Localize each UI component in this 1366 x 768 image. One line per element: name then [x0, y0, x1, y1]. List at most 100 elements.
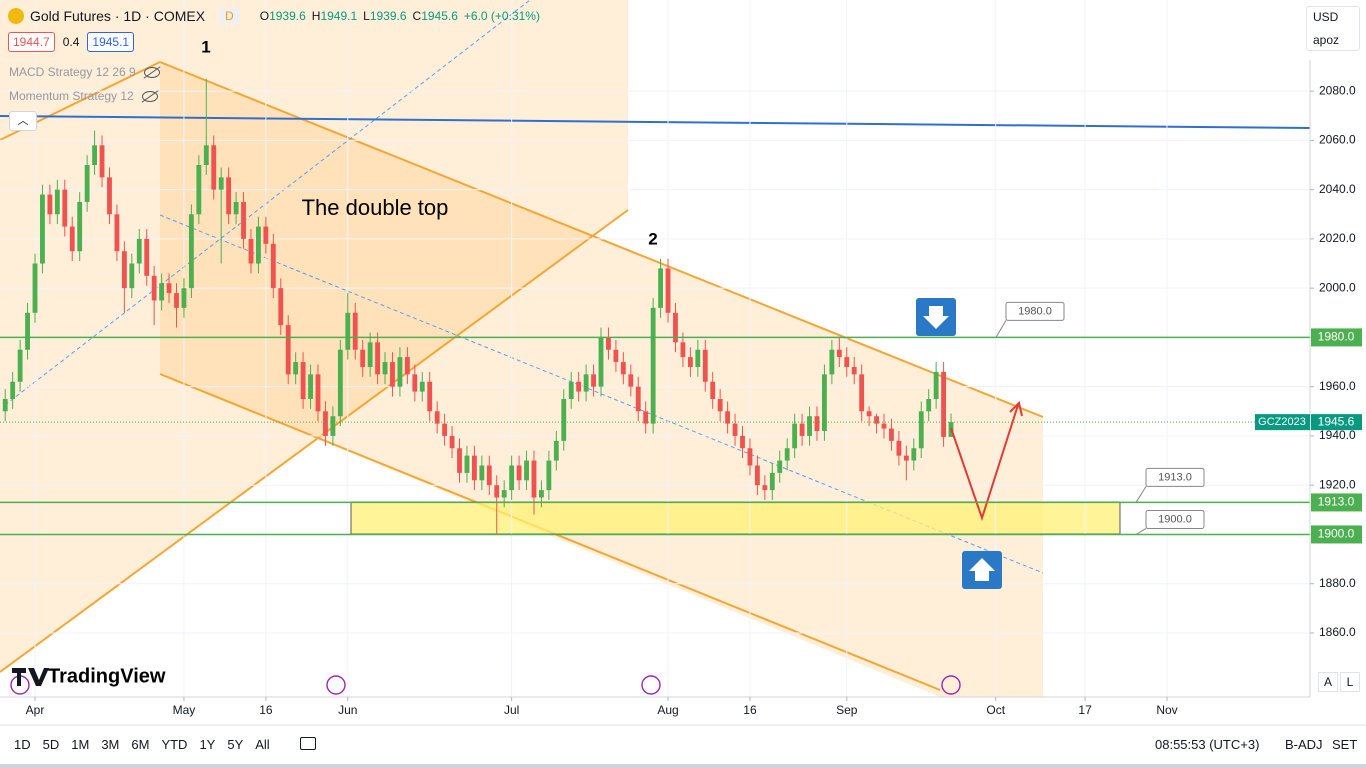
- candle-body: [352, 312, 358, 350]
- candle-body: [561, 398, 567, 441]
- candle-body: [54, 189, 60, 215]
- price-badge: [1311, 414, 1362, 431]
- bid[interactable]: 1944.7: [8, 32, 55, 52]
- timeframe[interactable]: 3M: [101, 737, 120, 752]
- candle-body: [397, 357, 403, 387]
- timeframes: 1D 5D 1M 3M 6M YTD 1Y 5Y All: [14, 737, 316, 752]
- account[interactable]: apoz: [1313, 33, 1340, 47]
- candle-body: [188, 214, 194, 289]
- header: Gold Futures · 1D · COMEX D O1939.6 H194…: [8, 8, 540, 24]
- candle-body: [107, 177, 112, 215]
- change: +6.0 (+0.31%): [463, 9, 540, 23]
- callout-label: 1980.0: [1018, 305, 1052, 317]
- down-arrow: [923, 306, 949, 329]
- callout-pointer: [1135, 486, 1147, 503]
- candle-body: [539, 490, 544, 498]
- level-badge-label: 1980.0: [1318, 330, 1355, 344]
- candle-body: [903, 455, 909, 461]
- scale-button[interactable]: A: [1318, 672, 1338, 692]
- timeframe[interactable]: 1D: [14, 737, 31, 752]
- candle-body: [568, 381, 574, 399]
- ohlc-item: C1945.6: [413, 9, 458, 23]
- indicator-name: MACD Strategy 12 26 9: [9, 65, 136, 79]
- data-badge[interactable]: D: [219, 8, 240, 24]
- candle-body: [643, 411, 649, 424]
- timeframe[interactable]: 6M: [131, 737, 150, 752]
- candle-body: [658, 268, 664, 308]
- collapse-button[interactable]: ︿: [9, 111, 37, 131]
- candle-body: [40, 194, 45, 264]
- candle-body: [32, 263, 38, 313]
- timeframe[interactable]: 5D: [42, 737, 60, 752]
- hide-icon[interactable]: [143, 66, 160, 78]
- session[interactable]: SET: [1332, 737, 1358, 752]
- candle-body: [308, 374, 313, 399]
- ask[interactable]: 1945.1: [87, 32, 135, 52]
- x-tick-label: Apr: [26, 703, 45, 717]
- candle-body: [717, 398, 723, 412]
- currency[interactable]: USD: [1313, 10, 1339, 24]
- candle-body: [129, 263, 135, 289]
- candle-body: [695, 349, 701, 367]
- timeframe[interactable]: 1M: [71, 737, 90, 752]
- y-tick-label: 2040.0: [1319, 182, 1356, 196]
- dashed-line: [4, 0, 531, 406]
- candle-body: [591, 374, 596, 387]
- candle-body: [427, 381, 433, 412]
- clock[interactable]: 08:55:53 (UTC+3): [1155, 737, 1260, 752]
- candle-body: [419, 381, 425, 392]
- candle-body: [293, 362, 299, 375]
- scale-button[interactable]: L: [1340, 672, 1360, 692]
- candle-body: [479, 465, 485, 481]
- timeframe[interactable]: 5Y: [227, 737, 244, 752]
- candle-body: [315, 374, 321, 412]
- candle-body: [77, 201, 83, 252]
- event-icon[interactable]: [641, 675, 661, 695]
- currency-panel: USD apoz: [1306, 6, 1360, 51]
- candle-body: [375, 342, 381, 375]
- date-range-button[interactable]: [299, 737, 316, 750]
- candle-body: [673, 312, 678, 343]
- indicator: MACD Strategy 12 26 9: [9, 65, 160, 79]
- ohlc-value: 1945.6: [421, 9, 458, 23]
- bottom-edge: [0, 764, 1366, 768]
- adjust[interactable]: B-ADJ: [1285, 737, 1323, 752]
- candle-body: [933, 371, 939, 399]
- event-icon[interactable]: [326, 675, 346, 695]
- candle-body: [754, 465, 760, 486]
- arrow-head: [1009, 401, 1023, 417]
- hide-icon[interactable]: [141, 90, 158, 102]
- timeframe[interactable]: YTD: [161, 737, 188, 752]
- candles: [2, 78, 954, 535]
- timeframe[interactable]: 1Y: [199, 737, 216, 752]
- x-tick-label: Sep: [836, 703, 858, 717]
- candle-body: [486, 465, 492, 486]
- candle-body: [665, 268, 671, 313]
- candle-body: [464, 455, 470, 473]
- candle-body: [725, 411, 731, 424]
- ohlc-label: O: [259, 9, 270, 23]
- y-tick-label: 2000.0: [1319, 280, 1356, 294]
- symbol-icon: [8, 8, 24, 24]
- candle-body: [226, 177, 232, 215]
- timeframe[interactable]: All: [255, 737, 270, 752]
- symbol[interactable]: Gold Futures · 1D · COMEX: [30, 8, 206, 24]
- ohlc-label: C: [412, 9, 422, 23]
- candle-body: [494, 485, 500, 498]
- candle-body: [509, 465, 515, 491]
- candle-body: [740, 435, 745, 449]
- ohlc-label: H: [311, 9, 321, 23]
- candle-body: [777, 460, 783, 473]
- candle-body: [412, 374, 418, 392]
- candle-body: [203, 145, 209, 166]
- event-icon[interactable]: [941, 675, 961, 695]
- candle-body: [256, 226, 261, 264]
- candle-body: [345, 312, 351, 350]
- candle-body: [233, 201, 239, 215]
- annotation: 1: [201, 37, 210, 56]
- candle-body: [866, 411, 872, 417]
- candle-body: [918, 411, 924, 449]
- logo: TradingView: [12, 665, 166, 687]
- candle-body: [62, 189, 68, 227]
